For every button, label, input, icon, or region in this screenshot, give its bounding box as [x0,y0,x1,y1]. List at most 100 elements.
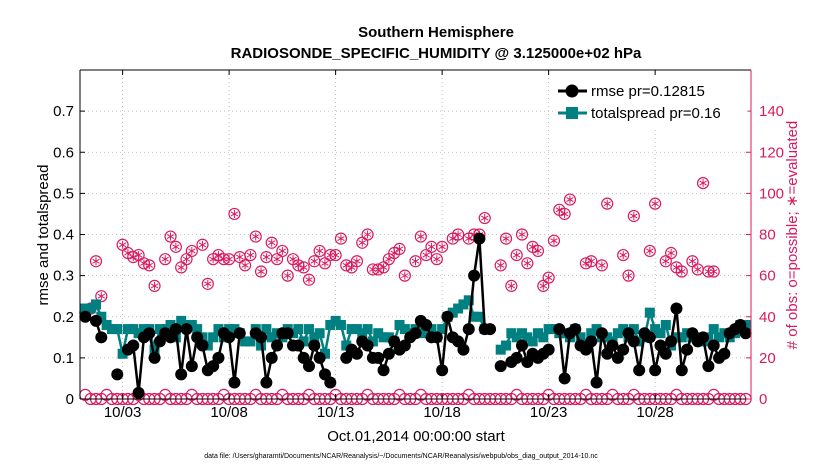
obs-evaluated-circle [265,236,278,249]
totalspread-point [213,324,224,335]
obs-evaluated-star-stroke [667,250,675,256]
obs-evaluated-marker [228,207,241,221]
obs-evaluated-circle [542,271,555,284]
x-axis-label: Oct.01,2014 00:00:00 start [327,428,505,445]
rmse-line [345,237,491,372]
y-right-tick-label: 0 [759,391,767,408]
obs-evaluated-circle [244,248,257,262]
obs-evaluated-circle [558,207,571,221]
obs-evaluated-marker [276,244,289,258]
totalspread-point [245,336,256,347]
obs-evaluated-circle [499,232,513,245]
x-tick-label: 10/23 [530,404,568,421]
obs-evaluated-star-stroke [528,244,537,250]
obs-evaluated-circle [393,242,406,255]
rmse-point [558,372,571,385]
obs-evaluated-circle [228,207,241,221]
totalspread-point [229,324,240,335]
totalspread-point [538,332,549,343]
totalspread-point [106,324,117,335]
rmse-point [185,360,198,373]
rmse-point [79,310,92,323]
rmse-point [516,339,529,352]
obs-evaluated-star-stroke [587,258,595,264]
obs-evaluated-star-stroke [624,273,633,279]
totalspread-point [655,328,666,339]
rmse-point [627,335,640,348]
obs-evaluated-marker [595,259,608,272]
totalspread-point [362,324,373,335]
totalspread-point [447,307,458,318]
obs-evaluated-star-stroke [465,236,473,242]
rmse-point [681,343,694,356]
obs-evaluated-star-stroke [688,258,697,264]
obs-evaluated-marker [643,244,656,258]
obs-evaluated-marker [617,248,630,262]
x-tick-label: 10/08 [210,404,248,421]
rmse-point [510,351,523,364]
obs-evaluated-marker [329,248,342,262]
y-tick-label: 0.2 [53,309,74,326]
rmse-point [212,351,225,364]
rmse-point [196,339,209,352]
y-right-tick-label: 80 [759,227,776,244]
obs-evaluated-star-stroke [550,238,558,244]
totalspread-point [341,340,352,351]
obs-evaluated-star-stroke [518,232,526,237]
obs-evaluated-marker [89,255,103,268]
obs-evaluated-star-stroke [502,236,510,242]
totalspread-point [90,299,101,310]
rmse-point [223,331,236,344]
obs-evaluated-marker [302,273,316,286]
rmse-point [702,360,715,373]
x-tick-label: 10/18 [423,404,461,421]
totalspread-point [660,319,671,330]
x-tick-label: 10/03 [104,404,142,421]
obs-evaluated-circle [313,244,326,258]
obs-evaluated-marker [675,265,688,278]
obs-evaluated-star-stroke [236,254,244,260]
obs-evaluated-marker [478,211,491,225]
totalspread-point [357,328,368,339]
totalspread-point [527,336,538,347]
obs-evaluated-star-stroke [204,281,212,287]
totalspread-point [511,332,522,343]
obs-evaluated-marker [249,230,262,243]
obs-evaluated-marker [159,253,172,266]
obs-evaluated-marker [350,255,364,268]
obs-evaluated-star-stroke [145,262,153,268]
rmse-point [169,323,182,336]
rmse-point [180,323,193,336]
totalspread-point [591,324,602,335]
obs-evaluated-star-stroke [417,234,425,239]
obs-evaluated-marker [169,240,182,253]
obs-evaluated-marker [627,209,640,223]
totalspread-point [117,348,128,359]
rmse-point [659,347,672,360]
totalspread-point [676,332,687,343]
obs-evaluated-marker [665,246,678,260]
y-tick-label: 0.1 [53,350,74,367]
rmse-point [569,323,582,336]
totalspread-point [80,303,91,314]
obs-evaluated-star-stroke [678,269,686,274]
totalspread-point [133,328,144,339]
obs-evaluated-star-stroke [411,258,420,264]
totalspread-point [522,332,533,343]
totalspread-point [532,328,543,339]
obs-evaluated-star-stroke [262,254,271,260]
totalspread-point [437,324,448,335]
obs-evaluated-marker [649,197,662,210]
tick-labels: 10/03 10/08 10/13 10/18 10/23 10/28 0 0.1 0.2 0.3… [53,103,784,421]
y-right-tick-label: 20 [759,350,776,367]
obs-evaluated-star-stroke [257,269,265,274]
rmse-point [441,310,454,323]
rmse-point [111,368,124,381]
obs-evaluated-circle [398,269,411,282]
rmse-point [420,318,433,331]
obs-evaluated-star-stroke [299,264,308,270]
obs-evaluated-star-stroke [177,264,185,270]
obs-evaluated-circle [169,240,182,253]
obs-evaluated-star-stroke [449,236,457,242]
